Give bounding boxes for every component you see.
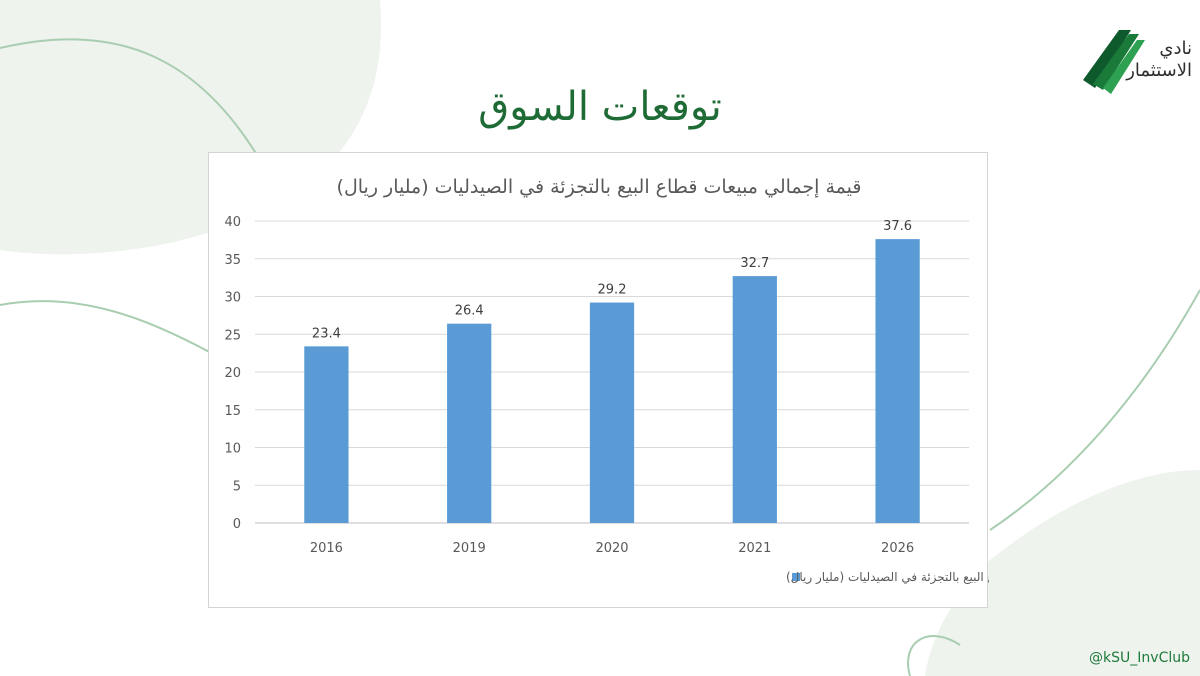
x-tick-label: 2016: [310, 541, 343, 556]
club-logo: نادي الاستثمار: [1075, 18, 1200, 96]
y-tick-label: 20: [224, 366, 241, 381]
chart-title: قيمة إجمالي مبيعات قطاع البيع بالتجزئة ف…: [337, 176, 862, 199]
y-tick-label: 0: [233, 517, 241, 532]
y-tick-label: 10: [224, 442, 241, 457]
legend: قيمة إجمالي مبيعات قطاع البيع بالتجزئة ف…: [786, 570, 989, 585]
legend-swatch: [792, 573, 800, 581]
right-curve-line: [989, 289, 1200, 531]
left-curve-line: [0, 38, 261, 161]
x-tick-label: 2020: [595, 541, 628, 556]
data-label: 23.4: [312, 326, 341, 341]
y-tick-label: 30: [224, 291, 241, 306]
y-tick-label: 5: [233, 479, 241, 494]
left-lower-curve-line: [0, 300, 216, 356]
y-tick-label: 15: [224, 404, 241, 419]
data-label: 32.7: [740, 256, 769, 271]
bar: [304, 346, 349, 523]
logo-line1: نادي: [1159, 38, 1192, 59]
y-axis-ticks: 0 5 10 15 20 25 30 35 40: [224, 215, 241, 532]
y-tick-label: 40: [224, 215, 241, 230]
y-tick-label: 25: [224, 328, 241, 343]
x-axis-ticks: 2016 2019 2020 2021 2026: [310, 541, 914, 556]
bar: [732, 276, 777, 523]
x-tick-label: 2021: [738, 541, 771, 556]
bar: [447, 323, 492, 523]
bars: [304, 239, 920, 523]
bar-chart: قيمة إجمالي مبيعات قطاع البيع بالتجزئة ف…: [224, 176, 989, 585]
data-label: 37.6: [883, 219, 912, 234]
bar: [875, 239, 920, 523]
logo-line2: الاستثمار: [1126, 60, 1192, 81]
logo-mark-icon: [1083, 30, 1145, 94]
bottom-right-blob: [925, 470, 1200, 676]
bottom-curve-line: [907, 635, 961, 676]
legend-label: قيمة إجمالي مبيعات قطاع البيع بالتجزئة ف…: [786, 570, 989, 585]
bar: [589, 302, 635, 523]
x-tick-label: 2019: [453, 541, 486, 556]
data-label: 29.2: [598, 283, 627, 298]
x-tick-label: 2026: [881, 541, 914, 556]
social-handle: @kSU_InvClub: [1089, 650, 1190, 666]
data-label: 26.4: [455, 304, 484, 319]
slide-title: توقعات السوق: [478, 84, 722, 130]
data-labels: 23.4 26.4 29.2 32.7 37.6: [312, 219, 912, 341]
chart-container: قيمة إجمالي مبيعات قطاع البيع بالتجزئة ف…: [208, 152, 989, 608]
y-tick-label: 35: [224, 253, 241, 268]
